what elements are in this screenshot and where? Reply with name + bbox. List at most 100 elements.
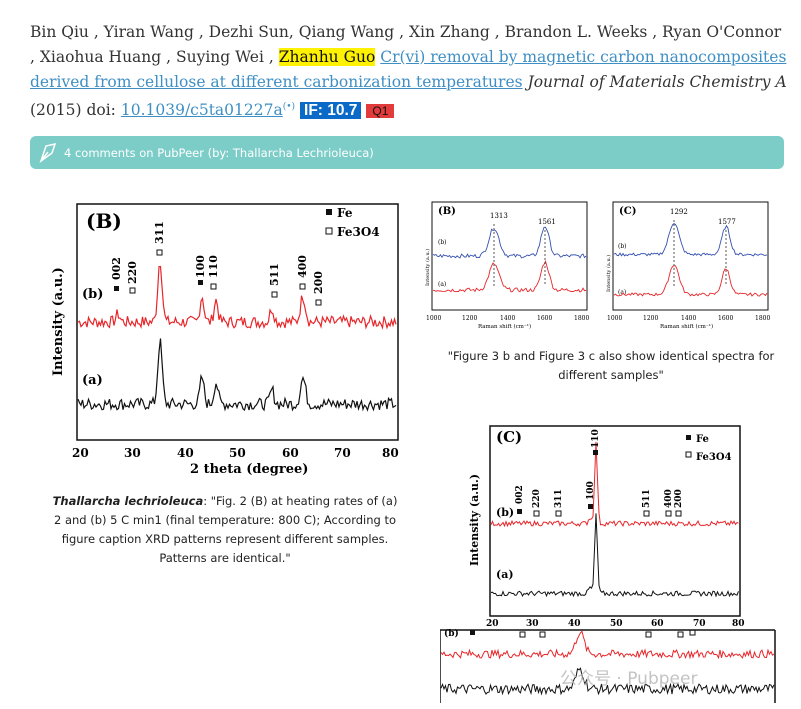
fe-legend-icon — [326, 209, 332, 215]
legend-fe: Fe — [337, 206, 353, 220]
x-tick: 50 — [610, 619, 623, 629]
caption-text: : "Fig. 2 (B) at heating rates of (a) 2 … — [53, 494, 398, 565]
raman-x-tick: 1000 — [607, 315, 622, 322]
peak-label: 200 — [312, 271, 325, 294]
watermark: 公众号 · Pubpeer — [560, 669, 698, 689]
raman-x-tick: 1000 — [426, 315, 441, 322]
fe3o4-legend-icon — [325, 227, 333, 235]
xrd-curve-a — [490, 513, 739, 598]
x-ticks: 20 30 40 50 60 70 80 — [486, 619, 745, 629]
x-axis-label: 2 theta (degree) — [190, 462, 308, 477]
pubpeer-comments-bar[interactable]: 4 comments on PubPeer (by: Thallarcha Le… — [30, 136, 784, 169]
fe3o4-legend-icon — [685, 451, 692, 458]
x-tick: 40 — [568, 619, 581, 629]
peak-label: 311 — [554, 489, 564, 508]
panel-label: (C) — [496, 428, 522, 446]
caption-author: Thallarcha lechrioleuca — [52, 494, 204, 508]
raman-left-curve-b — [432, 226, 587, 259]
impact-factor-badge: IF: 10.7 — [300, 102, 362, 120]
year-doi-label: (2015) doi: — [30, 101, 116, 120]
raman-x-label: Raman shift (cm⁻¹) — [478, 323, 531, 330]
x-tick: 30 — [124, 446, 141, 460]
pubpeer-icon — [39, 142, 57, 163]
authors: Bin Qiu , Yiran Wang , Dezhi Sun, Qiang … — [30, 23, 782, 66]
raman-curve-b-label: (b) — [618, 243, 627, 250]
raman-left-panel: (B) — [438, 206, 456, 217]
partial-curve-b — [440, 630, 775, 660]
peak-labels: 002 220 311 100 110 511 400 200 — [515, 429, 684, 508]
x-tick: 60 — [651, 619, 664, 629]
x-tick: 70 — [693, 619, 706, 629]
raman-x-tick: 1800 — [574, 315, 589, 322]
x-ticks: 20 30 40 50 60 70 80 — [72, 446, 399, 460]
raman-left-curve-a — [432, 260, 587, 293]
curve-b-label: (b) — [496, 506, 514, 519]
pubpeer-comments-label: 4 comments on PubPeer (by: Thallarcha Le… — [64, 145, 374, 160]
highlighted-author: Zhanhu Guo — [278, 48, 376, 66]
legend-fe: Fe — [696, 434, 709, 445]
x-tick: 70 — [334, 446, 351, 460]
x-tick: 20 — [72, 446, 89, 460]
y-axis-label: Intensity (a.u.) — [51, 267, 66, 376]
partial-panel-label: (b) — [444, 628, 459, 639]
raman-right-curve-b — [613, 223, 768, 257]
raman-curve-a-label: (a) — [438, 281, 446, 288]
x-tick: 80 — [382, 446, 399, 460]
main-caption: Thallarcha lechrioleuca: "Fig. 2 (B) at … — [50, 492, 400, 568]
fe-legend-icon — [686, 435, 691, 440]
legend-fe3o4: Fe3O4 — [696, 452, 732, 463]
rss-icon[interactable]: (•) — [282, 102, 296, 112]
peak-label: 110 — [207, 255, 220, 278]
raman-curve-b-label: (b) — [438, 239, 447, 246]
y-axis-label: Intensity (a.u.) — [468, 474, 481, 566]
x-tick: 50 — [229, 446, 246, 460]
peak-label: 100 — [194, 255, 207, 278]
raman-right-curve-a — [613, 265, 768, 297]
article-title-link[interactable]: Cr(vi) removal by magnetic carbon nanoco… — [30, 48, 787, 91]
peak-label: 002 — [110, 257, 123, 280]
raman-curve-a-label: (a) — [618, 289, 626, 296]
raman-x-tick: 1400 — [681, 315, 696, 322]
peak-label: 400 — [296, 255, 309, 278]
partial-markers — [470, 629, 696, 638]
legend-fe3o4: Fe3O4 — [337, 225, 380, 239]
doi-link[interactable]: 10.1039/c5ta01227a — [120, 101, 283, 120]
curve-b-label: (b) — [82, 287, 103, 302]
raman-peak-label: 1577 — [718, 218, 736, 226]
citation-block: Bin Qiu , Yiran Wang , Dezhi Sun, Qiang … — [30, 20, 790, 124]
raman-x-tick: 1200 — [643, 315, 658, 322]
x-tick: 80 — [732, 619, 745, 629]
raman-x-tick: 1600 — [718, 315, 733, 322]
peak-label: 110 — [591, 429, 601, 448]
x-tick: 20 — [486, 619, 499, 629]
peak-label: 311 — [153, 221, 166, 244]
xrd-figure-b: (B) Fe Fe3O4 Intensity (a.u.) 2 theta (d… — [51, 203, 399, 477]
panel-label: (B) — [86, 209, 122, 233]
partial-curve-a — [440, 667, 775, 696]
raman-x-tick: 1400 — [500, 315, 515, 322]
raman-y-label: Intensity (a.u.) — [424, 249, 431, 286]
x-tick: 40 — [177, 446, 194, 460]
raman-x-label: Raman shift (cm⁻¹) — [660, 323, 713, 330]
raman-x-tick: 1600 — [537, 315, 552, 322]
x-tick: 60 — [282, 446, 299, 460]
raman-x-ticks: 1000 1200 1400 1600 1800 1000 1200 1400 … — [426, 315, 770, 322]
quartile-badge: Q1 — [366, 104, 395, 119]
x-tick: 30 — [526, 619, 539, 629]
raman-x-tick: 1800 — [755, 315, 770, 322]
curve-a-label: (a) — [82, 373, 103, 388]
peak-label: 220 — [532, 489, 542, 508]
raman-figures: (B) (C) 1313 1561 1292 1577 (b) (a) (b) … — [424, 201, 770, 330]
xrd-curve-a — [77, 338, 397, 412]
peak-label: 511 — [642, 489, 652, 508]
curve-a-label: (a) — [496, 568, 514, 581]
xrd-curve-b — [77, 265, 397, 330]
peak-markers — [517, 450, 682, 517]
peak-label: 220 — [126, 261, 139, 284]
peak-label: 400 — [664, 489, 674, 508]
raman-right-panel: (C) — [619, 206, 636, 217]
xrd-figure-c: (C) Fe Fe3O4 Intensity (a.u.) (b) (a) 00… — [440, 425, 776, 703]
raman-y-label: Intensity (a.u.) — [605, 255, 612, 292]
peak-markers — [114, 249, 322, 306]
journal-name: Journal of Materials Chemistry A — [527, 73, 787, 91]
